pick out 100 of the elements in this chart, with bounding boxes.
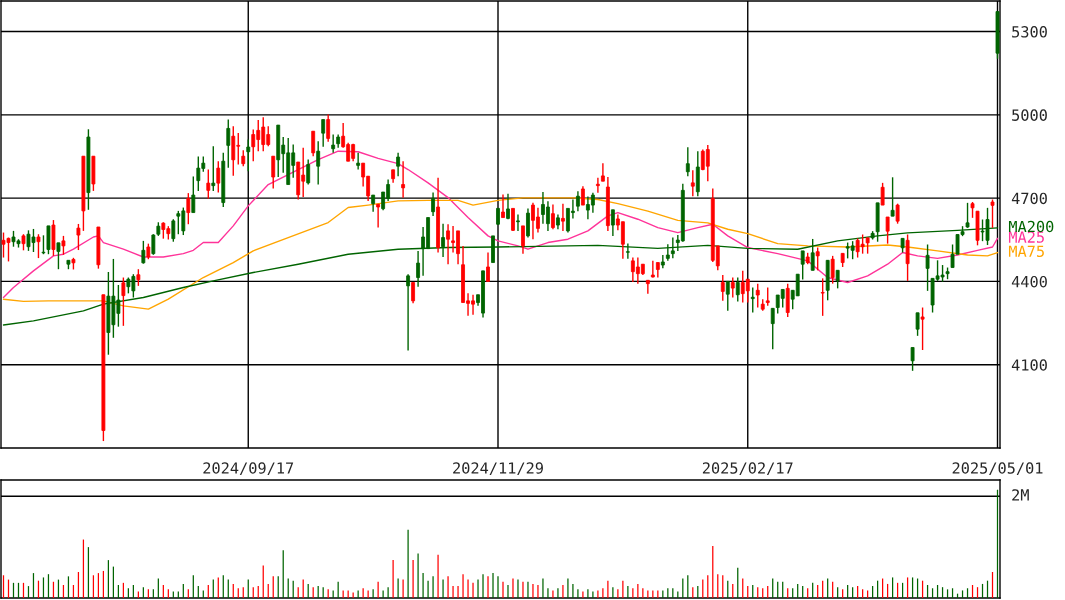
candlestick [910, 346, 915, 372]
candlestick [406, 273, 411, 352]
candlestick [590, 192, 595, 214]
candlestick [625, 242, 630, 260]
candlestick [211, 145, 216, 192]
x-tick-label: 2024/11/29 [453, 462, 543, 475]
candlestick [880, 182, 885, 206]
candlestick [645, 279, 650, 295]
candlestick [486, 251, 490, 283]
candlestick [705, 144, 710, 182]
candlestick [41, 234, 46, 255]
candlestick [765, 286, 770, 307]
candlestick [620, 221, 625, 260]
x-tick-label: 2025/02/17 [702, 462, 793, 475]
x-tick-label: 2024/09/17 [203, 462, 294, 475]
candlestick [720, 274, 725, 302]
candlestick [920, 306, 925, 351]
candlestick [685, 146, 690, 177]
y-tick-label: 5000 [1012, 109, 1047, 121]
candlestick [506, 192, 510, 220]
candlestick [511, 207, 515, 232]
candlestick [61, 235, 66, 256]
candlestick [176, 210, 181, 235]
candlestick [186, 192, 191, 225]
y-tick-label: 5300 [1012, 26, 1047, 38]
candlestick [226, 118, 231, 169]
line-series [2, 150, 999, 299]
candlestick [231, 125, 236, 177]
candlestick [251, 128, 256, 162]
candlestick [416, 250, 420, 288]
candlestick [890, 176, 895, 217]
series-label: MA200 [1008, 220, 1054, 233]
candlestick [206, 168, 211, 200]
candlestick [326, 113, 331, 143]
candlestick [650, 260, 655, 279]
candlestick [311, 130, 316, 157]
candlestick [191, 175, 196, 214]
candlestick [755, 282, 760, 309]
candlestick [356, 152, 361, 171]
candlestick [306, 158, 311, 186]
candlestick [670, 236, 675, 260]
line-series [2, 197, 999, 310]
candlestick [665, 243, 670, 262]
series-label: MA75 [1008, 245, 1044, 258]
x-tick-label: 2025/05/01 [952, 462, 1043, 475]
candlestick [820, 277, 825, 317]
candlestick [795, 273, 800, 297]
candlestick [446, 223, 450, 265]
candlestick [411, 281, 416, 305]
candlestick [595, 177, 600, 194]
candlestick [576, 190, 580, 212]
ref-line-label: 2M [1012, 489, 1029, 501]
candlestick [610, 209, 615, 237]
candlestick [780, 288, 785, 309]
candlestick [526, 207, 530, 239]
candlestick [581, 185, 585, 206]
candlestick [850, 240, 855, 260]
y-tick-label: 4400 [1011, 275, 1047, 288]
candlestick [521, 225, 525, 255]
candlestick [830, 255, 835, 285]
candlestick [600, 162, 605, 182]
candlestick [316, 140, 321, 186]
candlestick [321, 118, 326, 148]
candlestick [770, 307, 775, 350]
candlestick [376, 203, 381, 229]
candlestick [141, 240, 146, 265]
series-label: MA25 [1008, 231, 1044, 243]
candlestick [516, 213, 520, 232]
candlestick [810, 238, 815, 272]
y-tick-label: 4100 [1011, 359, 1047, 371]
candlestick [925, 243, 930, 292]
candlestick [36, 233, 41, 259]
candlestick [271, 155, 276, 190]
candlestick [730, 276, 735, 299]
candlestick [750, 286, 755, 314]
candlestick [216, 160, 221, 194]
candlestick [915, 312, 920, 337]
candlestick [56, 242, 61, 270]
candlestick [551, 203, 555, 230]
candlestick [690, 169, 695, 197]
candlestick [331, 133, 336, 154]
candlestick [501, 193, 505, 219]
candlestick [745, 278, 750, 304]
candlestick [905, 233, 910, 282]
candlestick [401, 160, 406, 199]
candlestick [725, 280, 730, 312]
candlestick [431, 191, 435, 217]
candlestick [121, 276, 126, 327]
y-tick-label: 4700 [1011, 192, 1047, 205]
candlestick [76, 223, 81, 251]
candlestick [46, 225, 51, 255]
candlestick [735, 276, 740, 303]
candlestick [800, 250, 805, 281]
candlestick [885, 216, 890, 245]
candlestick [171, 218, 176, 243]
candlestick [990, 198, 995, 229]
candlestick [196, 155, 201, 192]
candlestick [246, 138, 251, 172]
candlestick [396, 152, 401, 177]
candlestick [815, 246, 820, 272]
